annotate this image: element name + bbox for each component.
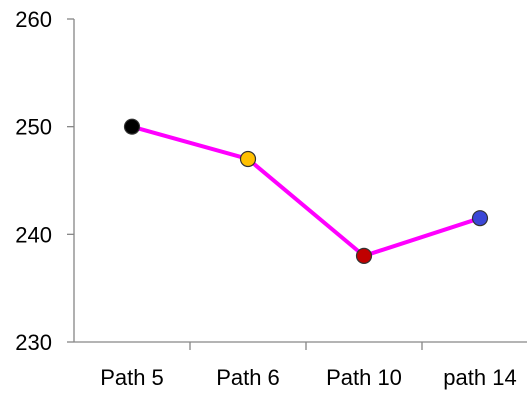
y-tick-label: 240: [15, 222, 52, 247]
series-line: [130, 124, 482, 258]
x-tick-label: path 14: [443, 365, 516, 390]
data-point: [123, 118, 141, 135]
y-axis-ticks: 230 240 250 260: [15, 7, 74, 355]
y-tick-label: 230: [15, 330, 52, 355]
data-point: [355, 247, 373, 264]
y-tick-label: 260: [15, 7, 52, 32]
data-point: [239, 150, 257, 168]
series-group: [123, 118, 489, 264]
axes: [73, 19, 527, 343]
x-tick-label: Path 5: [100, 365, 164, 390]
x-tick-label: Path 10: [326, 365, 402, 390]
y-tick-label: 250: [15, 115, 52, 140]
x-axis-ticks: Path 5 Path 6 Path 10 path 14: [100, 342, 517, 390]
x-tick-label: Path 6: [216, 365, 280, 390]
data-point: [471, 210, 489, 227]
